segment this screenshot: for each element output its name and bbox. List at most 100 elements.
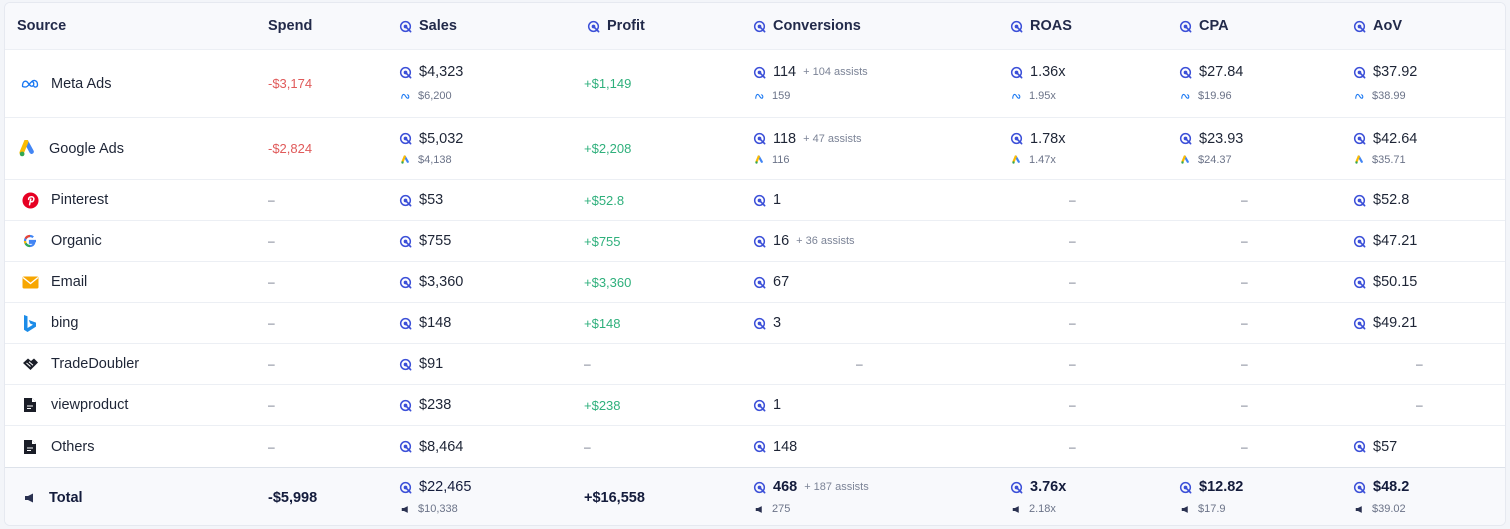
source-name: viewproduct [51, 397, 129, 413]
column-label: Spend [268, 18, 313, 34]
aov-value: $37.92 [1373, 64, 1418, 80]
conversions-value: 16 [773, 233, 790, 249]
cpa-cell: $12.82 $17.9 [1179, 468, 1243, 525]
platform-conversions-value: 116 [772, 153, 790, 166]
empty-value: – [1241, 439, 1248, 454]
roas-cell: – [1069, 262, 1076, 302]
column-header-source[interactable]: Source [17, 3, 66, 49]
empty-value: – [1069, 439, 1076, 454]
conversions-cell: 16 + 36 assists [753, 221, 855, 261]
conversions-cell: 1 [753, 180, 781, 220]
pixel-icon [1353, 194, 1366, 207]
pixel-icon [587, 20, 600, 33]
conversions-value: 114 [773, 64, 797, 80]
pixel-icon [399, 276, 412, 289]
google-ads-logo-icon [1355, 155, 1364, 164]
pixel-icon [753, 132, 766, 145]
empty-value: – [584, 357, 591, 371]
assists-label: + 187 assists [804, 481, 869, 493]
pixel-icon [1353, 66, 1366, 79]
email-icon [21, 273, 39, 291]
table-row-bing[interactable]: bing – $148 +$148 3 – – $49.21 [5, 303, 1505, 344]
source-name: Meta Ads [51, 75, 112, 92]
roas-cell: – [1069, 426, 1076, 467]
sales-cell: $91 [399, 344, 443, 384]
spend-cell: – [268, 426, 275, 467]
table-row-others[interactable]: Others – $8,464 – 148 – – $57 [5, 426, 1505, 467]
pixel-icon [1179, 20, 1192, 33]
table-row-viewproduct[interactable]: viewproduct – $238 +$238 1 – – – [5, 385, 1505, 426]
table-row-email[interactable]: Email – $3,360 +$3,360 67 – – $50.15 [5, 262, 1505, 303]
sales-cell: $22,465 $10,338 [399, 468, 471, 525]
column-header-aov[interactable]: AoV [1353, 3, 1402, 49]
column-header-sales[interactable]: Sales [399, 3, 457, 49]
source-cell: Pinterest [21, 180, 108, 220]
column-label: Source [17, 18, 67, 34]
source-name: TradeDoubler [51, 356, 140, 372]
pinterest-logo-icon [21, 191, 39, 209]
profit-cell: +$1,149 [584, 50, 631, 117]
pixel-icon [399, 235, 412, 248]
spend-cell: -$2,824 [268, 118, 312, 179]
pixel-icon [1179, 132, 1192, 145]
table-row-organic[interactable]: Organic – $755 +$755 16 + 36 assists – – … [5, 221, 1505, 262]
cpa-cell: – [1241, 344, 1248, 384]
aov-cell: $57 [1353, 426, 1397, 467]
cpa-cell: – [1241, 303, 1248, 343]
google-ads-logo-icon [19, 140, 37, 158]
megaphone-icon [1355, 505, 1364, 514]
spend-cell: – [268, 385, 275, 425]
table-row-tradedoubler[interactable]: TradeDoubler – $91 – – – – – [5, 344, 1505, 385]
aov-cell: $37.92 $38.99 [1353, 50, 1417, 117]
pixel-icon [399, 132, 412, 145]
column-header-spend[interactable]: Spend [268, 3, 312, 49]
aov-cell: $48.2 $39.02 [1353, 468, 1409, 525]
table-row-pinterest[interactable]: Pinterest – $53 +$52.8 1 – – $52.8 [5, 180, 1505, 221]
pixel-icon [399, 481, 412, 494]
sales-value: $3,360 [419, 274, 464, 290]
pixel-icon [399, 399, 412, 412]
cpa-value: $23.93 [1199, 130, 1244, 147]
sales-value: $148 [419, 315, 452, 331]
profit-cell: – [584, 344, 591, 384]
pixel-icon [399, 317, 412, 330]
profit-value: +$148 [584, 315, 621, 331]
source-cell: Email [21, 262, 87, 302]
conversions-value: 1 [773, 192, 782, 208]
column-header-profit[interactable]: Profit [587, 3, 645, 49]
empty-value: – [1069, 398, 1076, 412]
column-header-cpa[interactable]: CPA [1179, 3, 1229, 49]
empty-value: – [268, 193, 275, 207]
profit-value: +$1,149 [584, 76, 632, 91]
profit-value: +$3,360 [584, 274, 632, 290]
platform-sales-value: $4,138 [418, 153, 452, 166]
table-row-meta-ads[interactable]: Meta Ads -$3,174 $4,323 $6,200 +$1,149 1… [5, 50, 1505, 118]
column-header-conversions[interactable]: Conversions [753, 3, 861, 49]
pixel-icon [1353, 276, 1366, 289]
pixel-icon [399, 20, 412, 33]
pixel-icon [1353, 481, 1366, 494]
profit-value: +$755 [584, 233, 621, 249]
aov-value: $42.64 [1373, 130, 1418, 147]
meta-logo-icon [1181, 92, 1190, 101]
empty-value: – [1241, 193, 1248, 207]
pixel-icon [399, 66, 412, 79]
sales-cell: $53 [399, 180, 443, 220]
assists-label: + 47 assists [803, 132, 862, 145]
column-header-roas[interactable]: ROAS [1010, 3, 1072, 49]
empty-value: – [268, 234, 275, 248]
conversions-cell: 114 + 104 assists 159 [753, 50, 868, 117]
cpa-cell: $23.93 $24.37 [1179, 118, 1243, 179]
sales-value: $91 [419, 356, 444, 372]
assists-label: + 36 assists [796, 235, 855, 247]
platform-roas-value: 2.18x [1029, 503, 1056, 515]
profit-cell: +$238 [584, 385, 621, 425]
aov-cell: – [1416, 344, 1423, 384]
total-profit-value: +$16,558 [584, 489, 645, 506]
table-row-google-ads[interactable]: Google Ads -$2,824 $5,032 $4,138 +$2,208… [5, 118, 1505, 180]
spend-cell: -$3,174 [268, 50, 312, 117]
platform-sales-value: $10,338 [418, 503, 458, 515]
empty-value: – [1241, 398, 1248, 412]
pixel-icon [753, 194, 766, 207]
empty-value: – [1241, 234, 1248, 248]
